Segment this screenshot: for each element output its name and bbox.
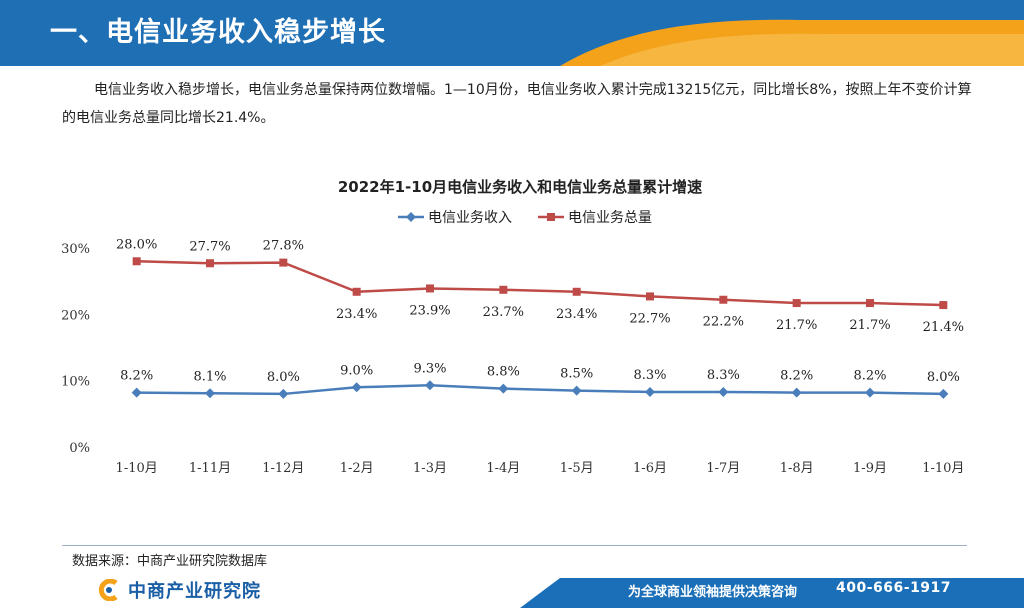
data-label: 8.3% bbox=[707, 368, 740, 383]
data-label: 8.8% bbox=[487, 365, 520, 380]
data-point bbox=[719, 295, 728, 304]
chart-legend: 电信业务收入 电信业务总量 bbox=[398, 210, 652, 226]
data-point bbox=[425, 380, 435, 391]
data-label: 23.7% bbox=[483, 305, 524, 320]
footer-slogan: 为全球商业领袖提供决策咨询 bbox=[628, 585, 798, 600]
data-label: 8.0% bbox=[927, 370, 960, 385]
data-point bbox=[131, 387, 142, 398]
data-label: 21.7% bbox=[776, 318, 817, 333]
intro-paragraph: 电信业务收入稳步增长，电信业务总量保持两位数增幅。1—10月份，电信业务收入累计… bbox=[62, 82, 972, 126]
x-tick-label: 1-6月 bbox=[633, 461, 667, 476]
data-label: 9.0% bbox=[340, 363, 373, 378]
y-tick-label: 10% bbox=[61, 375, 90, 390]
x-tick-label: 1-10月 bbox=[116, 461, 158, 476]
data-label: 8.2% bbox=[120, 369, 153, 384]
data-point bbox=[498, 383, 509, 394]
data-label: 21.4% bbox=[923, 320, 964, 335]
x-tick-label: 1-9月 bbox=[853, 461, 887, 476]
legend-entry: 电信业务收入 bbox=[428, 210, 512, 226]
y-axis: 0% 10% 20% 30% bbox=[61, 242, 90, 456]
legend-marker bbox=[406, 212, 416, 222]
y-tick-label: 30% bbox=[61, 242, 90, 257]
header-banner: 一、电信业务收入稳步增长 bbox=[0, 0, 1024, 66]
x-tick-label: 1-12月 bbox=[262, 461, 304, 476]
data-label: 9.3% bbox=[413, 361, 446, 376]
data-label: 27.8% bbox=[263, 239, 304, 254]
data-label: 23.9% bbox=[409, 303, 450, 318]
data-label: 28.0% bbox=[116, 237, 157, 252]
legend-marker bbox=[547, 213, 555, 221]
data-point bbox=[278, 388, 289, 399]
data-label: 23.4% bbox=[336, 307, 377, 322]
footer-bar bbox=[0, 574, 1024, 608]
plot-area: 8.2% 8.1% 8.0% 9.0% 9.3% 8.8% 8.5% 8.3% 8.3% 8.2%… bbox=[116, 237, 964, 399]
logo-text: 中商产业研究院 bbox=[128, 581, 261, 602]
x-tick-label: 1-7月 bbox=[706, 461, 740, 476]
data-point bbox=[499, 285, 508, 294]
data-label: 8.0% bbox=[267, 370, 300, 385]
y-tick-label: 0% bbox=[69, 441, 90, 456]
x-tick-label: 1-11月 bbox=[189, 461, 231, 476]
x-tick-label: 1-8月 bbox=[780, 461, 814, 476]
data-label: 23.4% bbox=[556, 307, 597, 322]
data-point bbox=[351, 382, 362, 393]
x-tick-label: 1-3月 bbox=[413, 461, 447, 476]
data-point bbox=[352, 287, 361, 296]
data-point bbox=[132, 257, 141, 266]
data-point bbox=[792, 299, 801, 308]
page-title: 一、电信业务收入稳步增长 bbox=[50, 17, 386, 48]
footer-phone: 400-666-1917 bbox=[836, 580, 952, 596]
data-point bbox=[206, 259, 214, 268]
data-point bbox=[571, 385, 582, 396]
x-tick-label: 1-10月 bbox=[922, 461, 964, 476]
data-label: 8.3% bbox=[633, 368, 666, 383]
data-point bbox=[939, 301, 948, 310]
data-label: 22.2% bbox=[703, 315, 744, 330]
data-point bbox=[645, 386, 655, 397]
series-line bbox=[136, 260, 944, 307]
x-tick-label: 1-5月 bbox=[560, 461, 594, 476]
footer-background bbox=[0, 574, 1024, 608]
x-tick-label: 1-2月 bbox=[340, 461, 374, 476]
data-point bbox=[791, 387, 802, 398]
data-point bbox=[865, 387, 875, 398]
data-label: 22.7% bbox=[629, 311, 670, 326]
company-logo: 中商产业研究院 bbox=[96, 578, 261, 602]
chart-title: 2022年1-10月电信业务收入和电信业务总量累计增速 bbox=[338, 178, 702, 196]
data-label: 8.1% bbox=[193, 369, 226, 384]
data-point bbox=[646, 292, 654, 301]
data-source: 数据来源：中商产业研究院数据库 bbox=[72, 554, 268, 569]
data-label: 8.5% bbox=[560, 367, 593, 382]
data-point bbox=[938, 388, 949, 399]
data-label: 21.7% bbox=[849, 318, 890, 333]
y-tick-label: 20% bbox=[61, 308, 90, 323]
data-point bbox=[718, 386, 729, 397]
data-label: 8.2% bbox=[780, 369, 813, 384]
x-tick-label: 1-4月 bbox=[486, 461, 520, 476]
data-point bbox=[572, 287, 581, 296]
x-axis: 1-10月 1-11月 1-12月 1-2月 1-3月 1-4月 1-5月 1-6月 1-7月 1… bbox=[116, 461, 965, 476]
data-point bbox=[205, 388, 215, 399]
header-background bbox=[0, 0, 1024, 66]
logo-c-icon bbox=[98, 579, 118, 601]
data-point bbox=[279, 258, 288, 267]
legend-entry: 电信业务总量 bbox=[568, 210, 652, 226]
data-point bbox=[426, 284, 434, 293]
line-chart: 2022年1-10月电信业务收入和电信业务总量累计增速 电信业务收入 电信业务总量… bbox=[61, 178, 965, 476]
series-line bbox=[136, 384, 944, 396]
data-label: 27.7% bbox=[189, 239, 230, 254]
source-divider bbox=[62, 545, 967, 546]
data-label: 8.2% bbox=[853, 369, 886, 384]
data-point bbox=[866, 299, 874, 308]
